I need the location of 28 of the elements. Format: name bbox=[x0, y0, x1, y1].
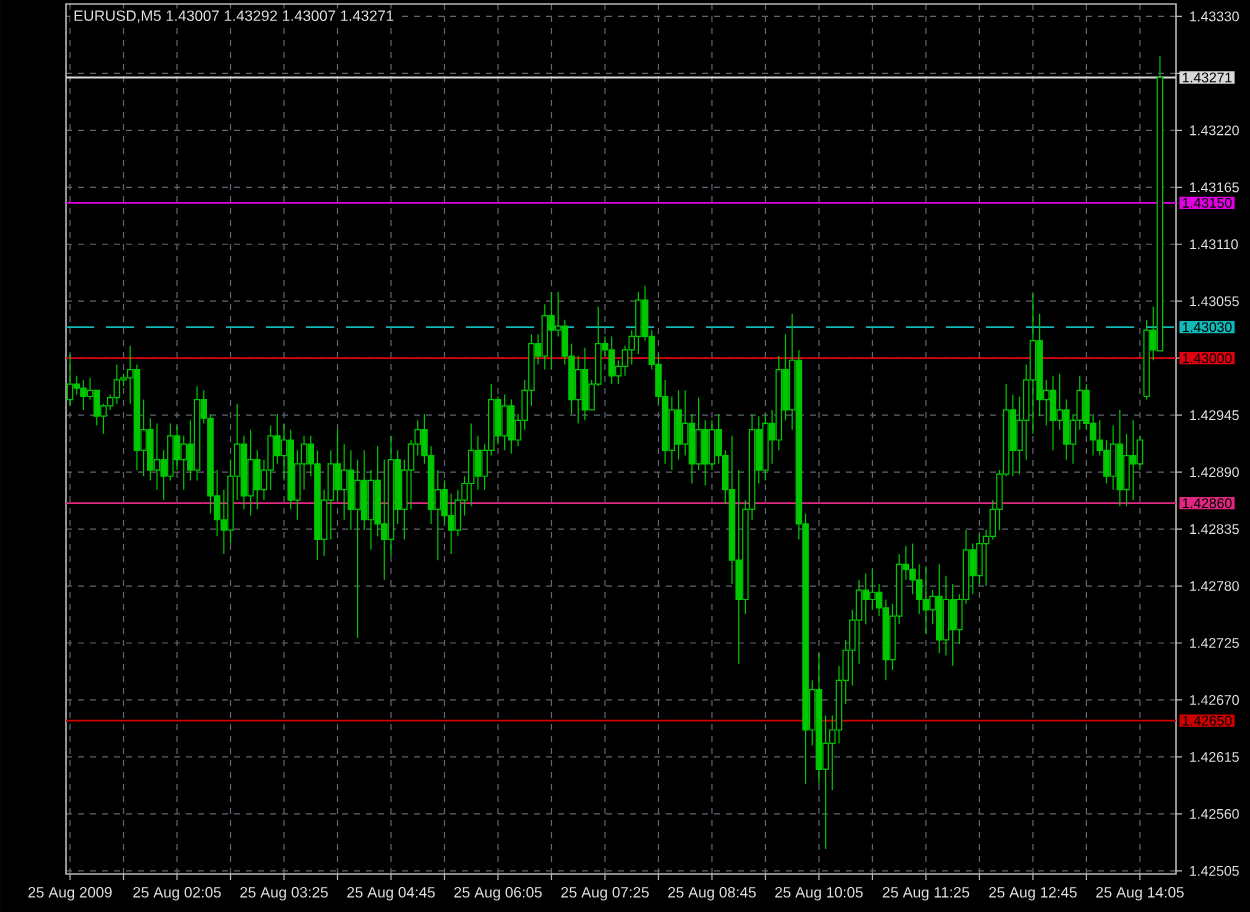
candlestick bbox=[1029, 293, 1037, 435]
candlestick bbox=[247, 429, 254, 517]
candlestick bbox=[387, 435, 395, 557]
candlestick bbox=[133, 363, 141, 471]
candlestick bbox=[708, 419, 716, 471]
candlestick bbox=[367, 469, 375, 551]
candlestick bbox=[240, 435, 248, 510]
candlestick bbox=[1129, 419, 1137, 501]
candlestick bbox=[548, 291, 555, 371]
candlestick bbox=[735, 469, 742, 665]
candlestick bbox=[447, 493, 455, 555]
candlestick bbox=[922, 565, 930, 635]
candlestick bbox=[66, 353, 74, 407]
candlestick bbox=[153, 422, 161, 491]
candlestick bbox=[347, 449, 355, 531]
candlestick bbox=[193, 385, 201, 481]
candlestick bbox=[173, 424, 181, 471]
candlestick bbox=[474, 435, 482, 491]
candlestick bbox=[354, 459, 361, 639]
candlestick bbox=[381, 459, 388, 581]
candlestick bbox=[494, 395, 502, 445]
candlestick bbox=[340, 443, 348, 521]
candlestick bbox=[467, 422, 475, 507]
candlestick bbox=[454, 489, 462, 537]
candlestick bbox=[815, 652, 823, 785]
candlestick bbox=[581, 347, 589, 421]
candlestick bbox=[855, 579, 863, 665]
candlestick bbox=[1049, 375, 1057, 451]
